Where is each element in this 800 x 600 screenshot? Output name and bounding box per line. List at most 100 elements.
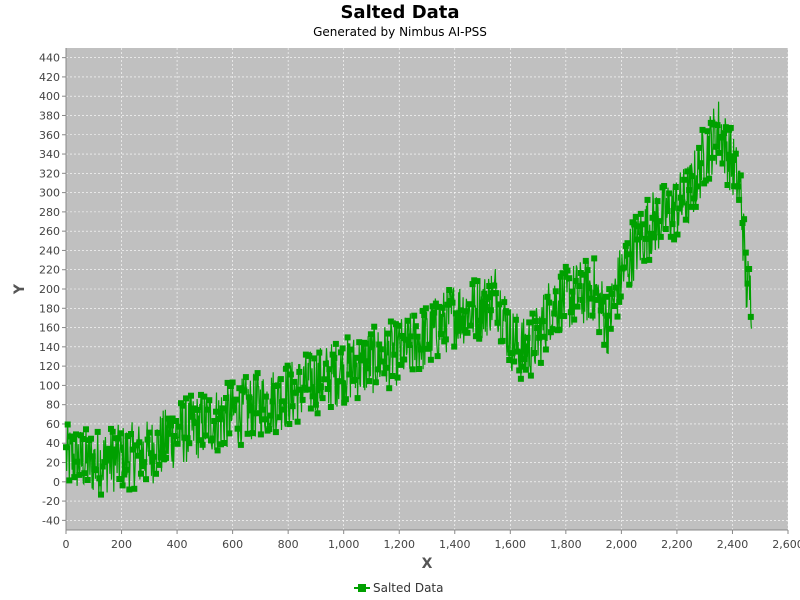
data-point: [432, 300, 439, 307]
data-point: [632, 213, 639, 220]
data-point: [297, 386, 304, 393]
data-point: [133, 442, 139, 449]
data-point: [281, 398, 288, 405]
data-point: [399, 333, 406, 339]
data-point: [512, 316, 519, 323]
data-point: [657, 233, 664, 240]
data-point: [336, 378, 343, 385]
data-point: [78, 432, 84, 439]
data-point: [609, 290, 616, 297]
data-point: [76, 471, 83, 478]
data-point: [462, 308, 469, 315]
data-point: [158, 454, 164, 461]
data-point: [143, 476, 149, 483]
x-tick-label: 400: [167, 538, 188, 551]
data-point: [322, 360, 329, 367]
data-point: [409, 366, 416, 373]
data-point: [719, 160, 726, 167]
data-point: [601, 341, 608, 348]
data-point: [524, 334, 531, 341]
data-point: [576, 283, 583, 289]
data-point: [73, 431, 79, 438]
data-point: [266, 426, 273, 433]
data-point: [607, 325, 614, 332]
data-point: [616, 298, 623, 305]
data-point: [451, 343, 458, 350]
y-tick-label: 240: [39, 244, 60, 257]
data-point: [501, 299, 508, 306]
data-point: [173, 418, 179, 424]
data-point: [569, 288, 576, 295]
data-point: [244, 430, 251, 437]
x-tick-label: 2,200: [661, 538, 693, 551]
legend-label: Salted Data: [373, 581, 443, 595]
data-point: [474, 278, 481, 285]
data-point: [469, 281, 476, 288]
data-point: [424, 345, 431, 352]
data-point: [346, 371, 353, 378]
data-point: [279, 406, 286, 413]
data-point: [339, 345, 346, 352]
data-point: [739, 220, 746, 226]
data-point: [561, 313, 568, 319]
data-point: [193, 420, 199, 426]
data-point: [134, 452, 141, 459]
data-point: [311, 355, 318, 362]
data-point: [426, 341, 433, 348]
data-point: [707, 119, 714, 126]
y-tick-label: 120: [39, 360, 60, 373]
y-tick-label: 40: [46, 437, 60, 450]
data-point: [702, 177, 709, 184]
data-point: [66, 477, 73, 484]
data-point: [531, 350, 538, 356]
data-point: [211, 418, 218, 424]
data-point: [737, 172, 744, 179]
data-point: [309, 393, 316, 400]
y-tick-label: 320: [39, 167, 60, 180]
data-point: [667, 233, 674, 240]
data-point: [219, 405, 226, 412]
data-point: [577, 270, 584, 276]
data-point: [366, 378, 373, 385]
data-point: [94, 428, 101, 435]
data-point: [104, 453, 111, 460]
data-point: [384, 330, 391, 337]
data-point: [372, 379, 379, 386]
data-point: [254, 370, 261, 377]
data-point: [124, 433, 131, 440]
data-point: [542, 346, 549, 353]
data-point: [181, 434, 188, 441]
data-point: [71, 474, 78, 481]
data-point: [537, 359, 544, 366]
data-point: [103, 449, 109, 456]
data-point: [672, 184, 679, 190]
data-point: [156, 461, 163, 468]
data-point: [204, 406, 211, 413]
data-point: [74, 458, 81, 465]
data-point: [326, 366, 333, 373]
data-point: [307, 405, 314, 412]
data-point: [671, 236, 678, 243]
data-point: [712, 143, 719, 150]
data-point: [646, 256, 653, 263]
data-point: [564, 267, 571, 274]
data-point: [176, 423, 183, 430]
data-point: [123, 466, 129, 473]
data-point: [98, 491, 104, 498]
data-point: [119, 482, 126, 489]
data-point: [731, 183, 738, 190]
data-point: [741, 216, 748, 223]
y-tick-label: 280: [39, 206, 60, 219]
data-point: [527, 372, 534, 379]
data-point: [379, 358, 386, 365]
data-point: [744, 280, 751, 287]
data-point: [691, 195, 698, 202]
data-point: [721, 130, 728, 137]
y-tick-label: 260: [39, 225, 60, 238]
data-point: [689, 173, 696, 180]
data-point: [521, 356, 528, 362]
data-point: [517, 375, 524, 382]
data-point: [586, 285, 593, 291]
data-point: [661, 183, 668, 189]
